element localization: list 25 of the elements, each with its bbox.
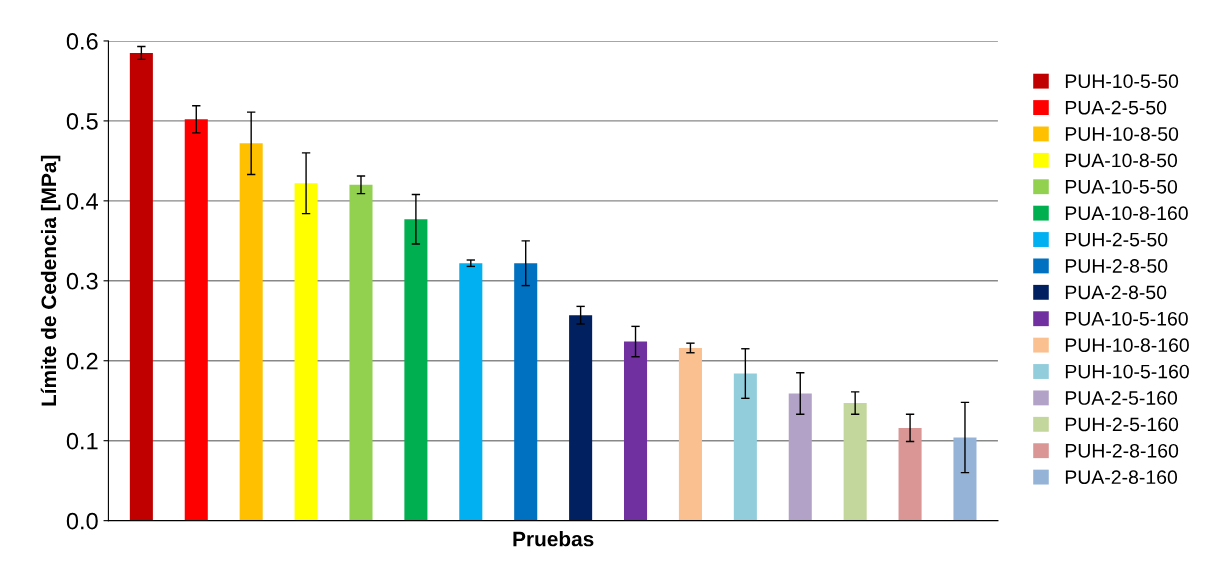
legend-label: PUH-2-8-50 [1065, 259, 1168, 273]
legend-label: PUH-10-8-160 [1065, 338, 1189, 353]
legend-label: PUA-10-8-50 [1065, 153, 1178, 168]
y-tick-label: 0.1 [66, 432, 98, 450]
legend-label: PUA-10-5-50 [1065, 179, 1178, 194]
x-axis-title: Pruebas [513, 531, 594, 547]
legend-label: PUH-10-5-160 [1065, 364, 1189, 379]
y-tick-label: 0.0 [66, 512, 98, 530]
legend-label: PUA-2-5-50 [1065, 100, 1167, 115]
y-tick-label: 0.4 [66, 192, 99, 210]
legend-label: PUH-10-8-50 [1065, 127, 1179, 141]
legend-label: PUA-2-8-50 [1065, 285, 1167, 300]
legend-label: PUA-2-8-160 [1065, 470, 1178, 485]
legend-label: PUH-2-8-160 [1065, 443, 1179, 458]
legend-label: PUH-2-5-160 [1065, 417, 1179, 432]
y-tick-label: 0.6 [66, 33, 98, 50]
y-axis-title: Límite de Cedencia [MPa] [40, 155, 61, 406]
legend-label: PUA-10-5-160 [1065, 311, 1188, 326]
y-tick-label: 0.5 [66, 112, 98, 130]
y-tick-label: 0.3 [66, 272, 98, 290]
y-tick-label: 0.2 [66, 352, 98, 370]
legend-label: PUA-2-5-160 [1065, 391, 1178, 405]
legend-label: PUA-10-8-160 [1065, 206, 1188, 221]
legend-label: PUH-10-5-50 [1065, 74, 1179, 89]
legend-label: PUH-2-5-50 [1065, 232, 1168, 247]
